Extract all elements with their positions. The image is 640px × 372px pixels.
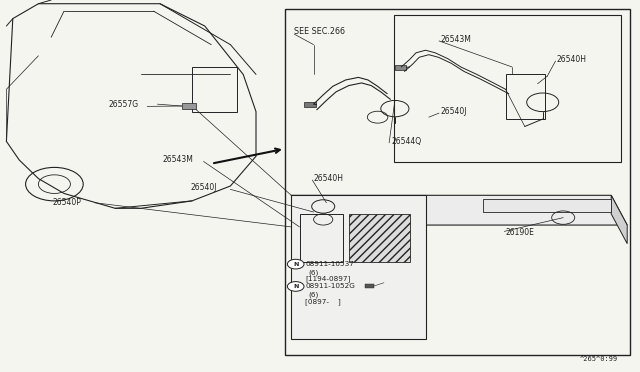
- Text: 26543M: 26543M: [163, 155, 193, 164]
- Bar: [304, 102, 316, 107]
- Circle shape: [287, 259, 304, 269]
- Polygon shape: [291, 195, 627, 225]
- Bar: [365, 284, 374, 288]
- Polygon shape: [611, 195, 627, 244]
- Text: 26540P: 26540P: [52, 198, 81, 207]
- Text: 26190E: 26190E: [506, 228, 534, 237]
- Text: (6): (6): [308, 269, 319, 276]
- Text: (6): (6): [308, 291, 319, 298]
- Text: 26540J: 26540J: [191, 183, 217, 192]
- Bar: [394, 15, 621, 162]
- Text: N: N: [293, 284, 298, 289]
- Polygon shape: [291, 195, 426, 339]
- Text: [1194-0897]: [1194-0897]: [305, 276, 351, 282]
- Bar: [300, 214, 343, 262]
- Text: 26540H: 26540H: [557, 55, 587, 64]
- Text: ^265^0:99: ^265^0:99: [579, 356, 618, 362]
- Text: [0897-    ]: [0897- ]: [305, 298, 341, 305]
- Text: 26544Q: 26544Q: [392, 137, 422, 146]
- Bar: [506, 74, 545, 119]
- Text: 08911-10537: 08911-10537: [305, 261, 354, 267]
- Bar: [395, 65, 406, 70]
- Bar: [285, 9, 630, 355]
- Text: SEE SEC.266: SEE SEC.266: [294, 27, 346, 36]
- Bar: [182, 103, 196, 109]
- Text: 26543M: 26543M: [440, 35, 471, 44]
- Polygon shape: [291, 225, 307, 244]
- Polygon shape: [483, 199, 611, 212]
- Text: 26540H: 26540H: [314, 174, 344, 183]
- Bar: [349, 214, 410, 262]
- Bar: [192, 67, 237, 112]
- Circle shape: [287, 282, 304, 291]
- Text: 08911-1052G: 08911-1052G: [305, 283, 355, 289]
- Text: 26557G: 26557G: [109, 100, 139, 109]
- Text: N: N: [293, 262, 298, 267]
- Text: 26540J: 26540J: [440, 107, 467, 116]
